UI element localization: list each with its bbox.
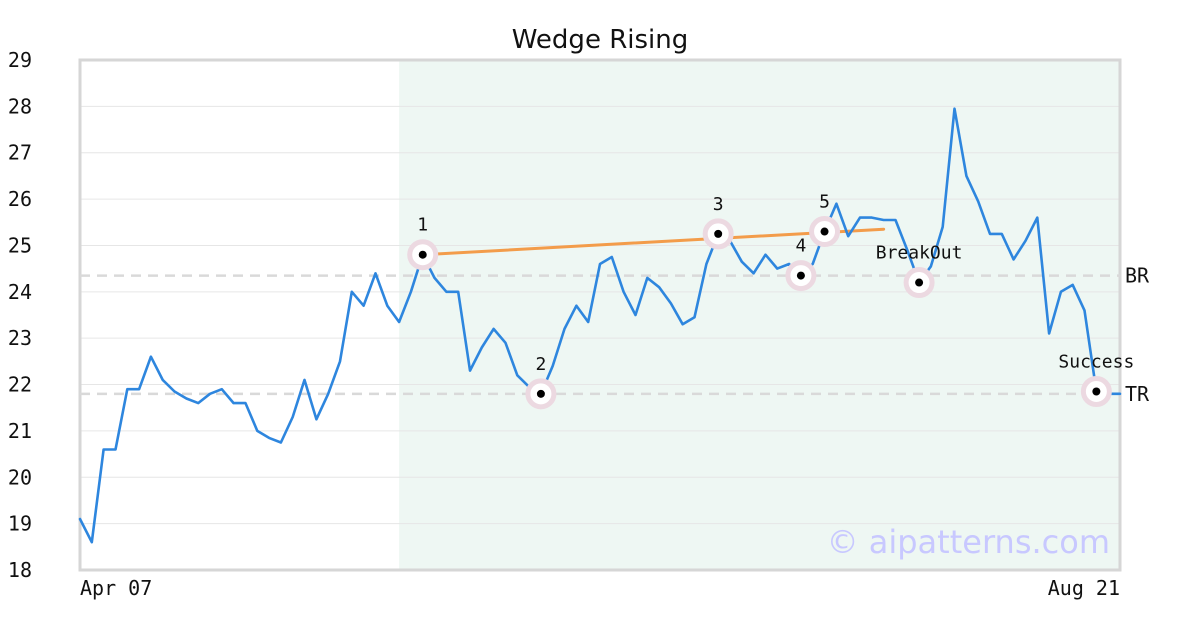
y-tick-label: 21 xyxy=(8,419,32,443)
wedge-trendline xyxy=(421,227,886,257)
y-tick-label: 27 xyxy=(8,141,32,165)
plot-frame xyxy=(78,58,1122,572)
point-dot-breakout xyxy=(915,278,924,287)
point-label-2: 2 xyxy=(535,354,546,375)
point-dot-3 xyxy=(714,229,723,238)
point-label-1: 1 xyxy=(417,215,428,236)
point-label-breakout: BreakOut xyxy=(876,243,963,264)
y-tick-label: 19 xyxy=(8,512,32,536)
x-tick-label-start: Apr 07 xyxy=(80,576,152,600)
x-axis-tick-labels: Apr 07 Aug 21 xyxy=(80,576,1120,600)
chart-title: Wedge Rising xyxy=(512,25,689,55)
trendline-layer xyxy=(421,227,886,257)
level-label-br: BR xyxy=(1125,264,1150,288)
pattern-region xyxy=(399,60,1120,570)
level-lines: BR TR xyxy=(80,264,1150,406)
point-label-4: 4 xyxy=(795,236,806,257)
y-axis-tick-labels: 18 19 20 21 22 23 24 25 26 27 28 29 xyxy=(8,48,32,582)
level-label-tr: TR xyxy=(1125,382,1150,406)
y-tick-label: 20 xyxy=(8,465,32,489)
x-tick-label-end: Aug 21 xyxy=(1048,576,1120,600)
y-tick-label: 25 xyxy=(8,233,32,257)
pattern-points: 1 2 3 4 5 BreakOut Success xyxy=(407,192,1134,410)
y-tick-label: 28 xyxy=(8,94,32,118)
point-dot-2 xyxy=(536,389,545,398)
y-tick-label: 26 xyxy=(8,187,32,211)
y-tick-label: 23 xyxy=(8,326,32,350)
point-dot-success xyxy=(1092,387,1101,396)
point-label-5: 5 xyxy=(819,192,830,213)
point-label-success: Success xyxy=(1058,352,1134,373)
point-dot-1 xyxy=(418,250,427,259)
price-line xyxy=(78,107,1122,544)
pattern-region-layer xyxy=(399,60,1120,570)
point-label-3: 3 xyxy=(713,194,724,215)
y-tick-label: 18 xyxy=(8,558,32,582)
y-tick-label: 29 xyxy=(8,48,32,72)
price-series-layer xyxy=(78,107,1122,544)
y-tick-label: 24 xyxy=(8,280,32,304)
y-tick-label: 22 xyxy=(8,373,32,397)
point-dot-5 xyxy=(820,227,829,236)
watermark: © aipatterns.com xyxy=(827,523,1110,561)
point-dot-4 xyxy=(796,271,805,280)
